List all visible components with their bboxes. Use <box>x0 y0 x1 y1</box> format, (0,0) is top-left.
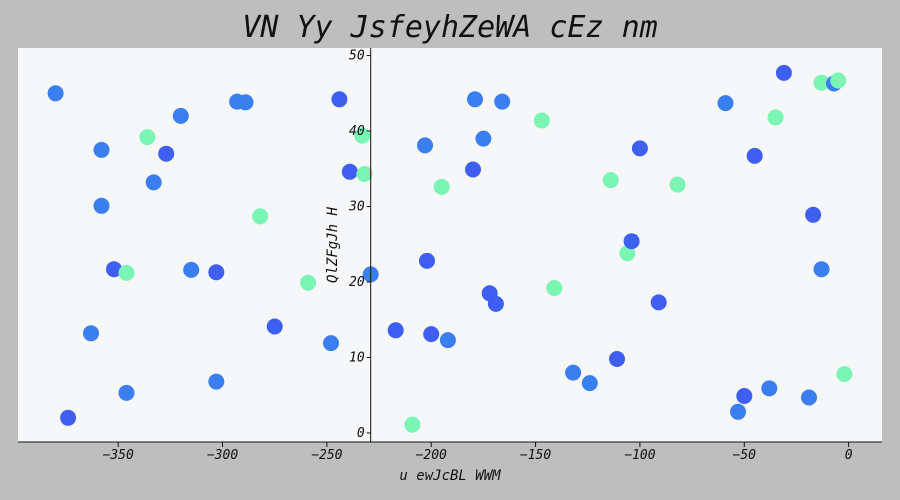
y-tick-label-0: 0 <box>357 426 365 441</box>
scatter-point-38 <box>494 93 511 110</box>
scatter-point-11 <box>83 325 99 342</box>
scatter-point-49 <box>669 176 686 193</box>
scatter-point-47 <box>631 140 648 157</box>
scatter-point-20 <box>323 335 339 352</box>
scatter-point-27 <box>404 416 421 433</box>
scatter-point-54 <box>761 380 778 397</box>
scatter-point-24 <box>356 166 373 182</box>
scatter-point-7 <box>106 261 122 278</box>
y-tick-label-4: 40 <box>349 124 365 139</box>
scatter-point-52 <box>736 388 753 404</box>
scatter-point-17 <box>252 208 269 225</box>
scatter-point-44 <box>609 351 625 367</box>
scatter-point-62 <box>830 72 847 89</box>
scatter-point-35 <box>475 130 492 147</box>
scatter-point-18 <box>266 318 283 335</box>
scatter-point-0 <box>47 85 64 102</box>
x-tick-label-3: −200 <box>416 448 447 463</box>
scatter-point-23 <box>354 127 371 144</box>
scatter-point-57 <box>801 389 817 406</box>
scatter-point-40 <box>546 280 563 296</box>
scatter-point-14 <box>208 373 225 390</box>
ticks-layer: −350 −300 −250 −200 −150 −100 −50 0 0 10 20 30 40 50 <box>103 49 853 463</box>
scatter-point-55 <box>767 109 784 126</box>
scatter-point-8 <box>118 264 135 281</box>
scatter-point-33 <box>465 161 481 178</box>
scatter-point-29 <box>419 252 435 269</box>
scatter-point-32 <box>439 332 456 349</box>
chart-title: VN Yy JsfeyhZeWA cEz nm <box>242 10 658 45</box>
y-tick-label-1: 10 <box>349 350 365 365</box>
scatter-point-60 <box>813 74 830 91</box>
scatter-point-4 <box>172 107 189 124</box>
scatter-point-21 <box>331 91 348 108</box>
x-tick-label-4: −150 <box>520 448 551 463</box>
scatter-point-53 <box>746 147 763 164</box>
scatter-point-1 <box>93 141 110 158</box>
scatter-point-58 <box>805 206 822 223</box>
scatter-point-16 <box>237 94 254 111</box>
x-tick-label-0: −350 <box>103 448 134 463</box>
scatter-point-48 <box>650 294 667 311</box>
scatter-point-30 <box>423 326 440 343</box>
scatter-point-5 <box>145 174 162 191</box>
scatter-point-12 <box>60 409 77 426</box>
scatter-point-3 <box>139 129 156 146</box>
scatter-point-43 <box>602 172 619 189</box>
points-layer <box>47 64 853 433</box>
scatter-point-45 <box>619 245 636 262</box>
y-axis-label: QlZFgJh H <box>325 207 341 283</box>
scatter-point-10 <box>208 264 225 281</box>
scatter-point-59 <box>813 261 830 278</box>
scatter-point-13 <box>118 384 135 401</box>
scatter-point-2 <box>158 145 175 162</box>
x-tick-label-2: −250 <box>311 448 342 463</box>
y-tick-label-3: 30 <box>348 200 365 215</box>
scatter-point-42 <box>581 375 598 392</box>
scatter-point-37 <box>487 295 504 312</box>
scatter-point-31 <box>433 178 450 195</box>
scatter-point-28 <box>417 137 433 154</box>
scatter-point-6 <box>93 197 110 214</box>
scatter-point-63 <box>836 366 853 383</box>
x-tick-label-6: −50 <box>733 448 757 463</box>
scatter-point-19 <box>300 274 317 291</box>
y-tick-label-2: 20 <box>349 275 365 290</box>
scatter-point-26 <box>387 322 404 339</box>
scatter-point-34 <box>467 91 483 108</box>
y-tick-label-5: 50 <box>349 49 365 64</box>
plot-area <box>18 48 882 442</box>
scatter-point-56 <box>775 64 792 81</box>
scatter-point-39 <box>533 112 550 129</box>
scatter-point-51 <box>730 403 746 420</box>
scatter-point-9 <box>183 261 200 278</box>
scatter-point-46 <box>623 233 640 250</box>
x-tick-label-1: −300 <box>207 448 238 463</box>
scatter-point-22 <box>341 163 358 180</box>
x-tick-label-7: 0 <box>845 448 853 463</box>
scatter-point-41 <box>565 364 582 381</box>
x-axis-label: u ewJcBL WWM <box>399 468 501 484</box>
scatter-point-50 <box>717 95 734 112</box>
x-tick-label-5: −100 <box>624 448 655 463</box>
